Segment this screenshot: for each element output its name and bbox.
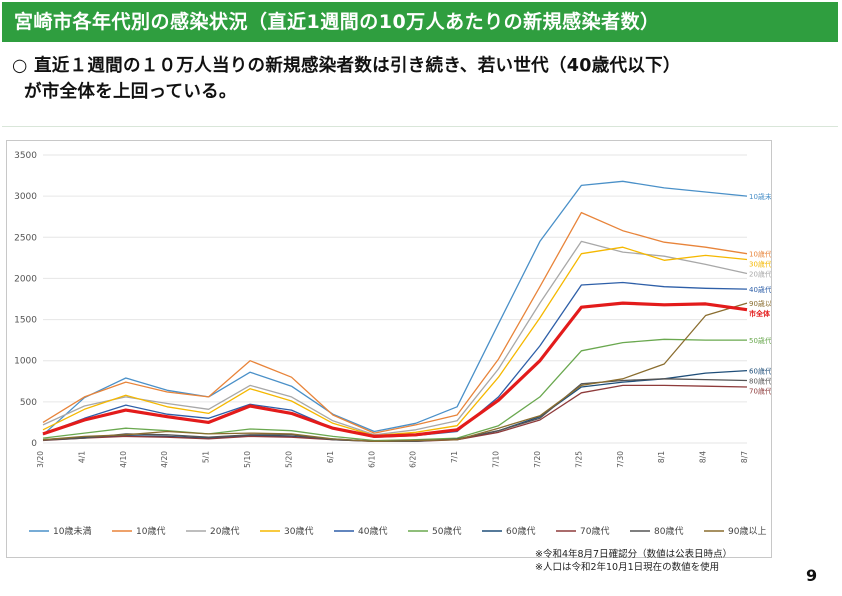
series-line-10 [42,302,748,443]
y-tick-label: 2500 [14,233,37,243]
series-end-label: 20歳代 [749,270,771,279]
y-tick-label: 3500 [14,151,37,161]
series-line-11 [42,301,748,438]
summary-line-2: が市全体を上回っている。 [24,82,237,102]
series-line-1 [42,180,748,436]
legend-label: 40歳代 [358,525,387,537]
legend-label: 70歳代 [580,525,609,537]
series-end-label: 10歳未満 [749,192,771,201]
series-end-label: 市全体 [749,309,771,318]
x-tick-label: 4/10 [119,451,128,468]
footnote-2: ※人口は令和2年10月1日現在の数値を使用 [535,562,720,573]
slide-title: 宮崎市各年代別の感染状況（直近1週間の10万人あたりの新規感染者数） [2,2,838,42]
x-tick-label: 6/10 [367,451,376,468]
legend-label: 80歳代 [654,525,683,537]
summary-box: ○ 直近１週間の１０万人当りの新規感染者数は引き続き、若い世代（40歳代以下） … [2,44,838,127]
series-end-label: 80歳代 [749,377,771,386]
legend-label: 20歳代 [210,525,239,537]
series-line-3 [42,240,748,436]
footnote-1: ※令和4年8月7日確認分（数値は公表日時点） [535,549,733,560]
series-end-label: 10歳代 [749,250,771,259]
x-tick-label: 6/20 [409,451,418,468]
x-tick-label: 5/10 [243,451,252,468]
series-line-7 [42,369,748,443]
series-line-6 [42,338,747,442]
x-tick-label: 4/1 [77,451,86,463]
series-line-2 [42,211,748,434]
legend-label: 10歳代 [136,525,165,537]
y-tick-label: 1000 [14,357,37,367]
x-tick-label: 5/20 [284,451,293,468]
legend-label: 90歳以上 [728,525,766,537]
x-tick-label: 8/1 [657,451,666,463]
x-tick-label: 4/20 [160,451,169,468]
series-end-label: 40歳代 [749,285,771,294]
x-tick-label: 7/10 [492,451,501,468]
legend-label: 60歳代 [506,525,535,537]
x-tick-label: 6/1 [326,451,335,463]
x-tick-label: 7/25 [574,451,583,468]
x-tick-label: 8/7 [740,451,749,463]
series-end-label: 90歳以上 [749,299,771,308]
summary-line-1: ○ 直近１週間の１０万人当りの新規感染者数は引き続き、若い世代（40歳代以下） [12,56,681,76]
x-tick-label: 7/20 [533,451,542,468]
x-tick-label: 7/30 [616,451,625,468]
page-number: 9 [806,566,818,585]
line-chart-panel: 0 500 1000 1500 2000 2500 3000 3500 3/20 4/1 4/10 4… [6,140,772,558]
y-tick-label: 2000 [14,274,37,284]
y-tick-label: 3000 [14,192,37,202]
y-tick-label: 0 [31,439,37,449]
series-end-label: 70歳代 [749,387,771,396]
x-tick-label: 8/4 [699,451,708,463]
series-end-label: 30歳代 [749,260,771,269]
x-tick-label: 3/20 [36,451,45,468]
x-tick-label: 7/1 [450,451,459,463]
series-line-4 [42,246,748,437]
y-tick-label: 500 [20,398,37,408]
series-end-label: 60歳代 [749,367,771,376]
legend-label: 10歳未満 [53,525,91,537]
legend-label: 50歳代 [432,525,461,537]
series-end-label: 50歳代 [749,336,771,345]
x-tick-label: 5/1 [202,451,211,463]
line-chart: 0 500 1000 1500 2000 2500 3000 3500 3/20 4/1 4/10 4… [14,151,771,537]
legend-label: 30歳代 [284,525,313,537]
footnotes: ※令和4年8月7日確認分（数値は公表日時点） ※人口は令和2年10月1日現在の数… [535,548,732,574]
y-tick-label: 1500 [14,316,37,326]
